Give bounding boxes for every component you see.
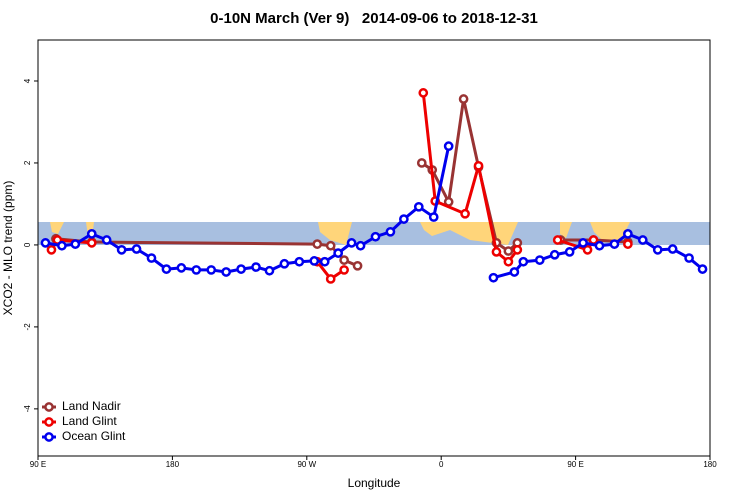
- data-point: [57, 240, 67, 251]
- data-point: [488, 272, 499, 283]
- data-point: [346, 238, 357, 248]
- data-point: [312, 239, 323, 249]
- data-point: [509, 267, 520, 277]
- x-axis-label: Longitude: [348, 476, 401, 490]
- x-tick-label: 90 E: [30, 460, 46, 469]
- y-tick-label: -2: [23, 323, 32, 331]
- legend-label: Land Nadir: [62, 399, 121, 413]
- y-tick-label: -4: [23, 405, 32, 413]
- data-point: [325, 274, 336, 284]
- legend-marker: [44, 402, 54, 412]
- x-tick-label: 90 W: [297, 460, 316, 469]
- data-point: [325, 240, 336, 251]
- data-point: [40, 238, 51, 248]
- data-point: [221, 267, 232, 277]
- legend-label: Land Glint: [62, 414, 117, 428]
- data-point: [161, 264, 172, 274]
- data-point: [339, 265, 349, 275]
- data-point: [697, 264, 708, 274]
- y-tick-label: 0: [23, 242, 32, 247]
- data-point: [191, 265, 202, 275]
- data-point: [294, 256, 305, 267]
- data-point: [534, 255, 545, 265]
- data-point: [309, 256, 320, 266]
- data-point: [667, 244, 678, 254]
- data-point: [385, 226, 396, 237]
- data-point: [116, 244, 127, 255]
- legend-marker: [44, 432, 54, 442]
- data-point: [578, 238, 588, 248]
- data-point: [552, 235, 563, 245]
- x-tick-label: 0: [439, 460, 444, 469]
- x-tick-label: 90 E: [567, 460, 583, 469]
- legend-marker: [44, 417, 54, 427]
- y-tick-label: 4: [23, 78, 32, 83]
- data-point: [333, 248, 344, 258]
- data-point: [46, 244, 57, 255]
- data-point: [416, 158, 427, 168]
- plot-frame: [37, 39, 711, 457]
- data-point: [582, 244, 593, 255]
- data-point: [684, 253, 694, 263]
- legend-label: Ocean Glint: [62, 429, 126, 443]
- data-point: [491, 247, 502, 257]
- x-tick-label: 180: [703, 460, 717, 469]
- data-point: [176, 263, 187, 273]
- data-point: [594, 240, 605, 251]
- data-point: [206, 265, 217, 275]
- data-point: [146, 253, 157, 263]
- y-axis-label: XCO2 - MLO trend (ppm): [1, 181, 15, 316]
- data-point: [370, 231, 381, 242]
- data-point: [443, 141, 454, 152]
- data-point: [549, 249, 560, 260]
- data-point: [623, 239, 633, 249]
- data-point: [413, 201, 424, 212]
- data-point: [131, 244, 142, 254]
- data-point: [86, 229, 97, 239]
- chart-title: 0-10N March (Ver 9) 2014-09-06 to 2018-1…: [210, 10, 538, 27]
- data-point: [458, 94, 469, 104]
- data-point: [418, 88, 429, 98]
- data-point: [70, 239, 81, 249]
- data-point: [264, 265, 275, 276]
- data-point: [355, 240, 366, 251]
- data-point: [251, 262, 261, 272]
- data-point: [279, 258, 290, 269]
- data-point: [637, 235, 648, 245]
- data-point: [86, 238, 97, 248]
- data-point: [339, 255, 349, 265]
- data-point: [609, 239, 620, 249]
- data-point: [503, 246, 514, 256]
- data-point: [428, 212, 439, 222]
- data-point: [352, 260, 363, 271]
- data-point: [460, 208, 470, 219]
- x-tick-label: 180: [166, 460, 180, 469]
- data-point: [512, 244, 523, 255]
- land: [50, 222, 630, 245]
- data-point: [652, 244, 663, 255]
- data-point: [564, 247, 575, 257]
- data-point: [101, 235, 112, 245]
- y-tick-label: 2: [23, 160, 32, 165]
- data-point: [623, 229, 633, 239]
- data-point: [473, 160, 484, 171]
- data-point: [518, 256, 529, 267]
- data-point: [236, 264, 246, 274]
- data-point: [399, 214, 409, 224]
- data-point: [319, 256, 330, 267]
- data-point: [503, 256, 514, 267]
